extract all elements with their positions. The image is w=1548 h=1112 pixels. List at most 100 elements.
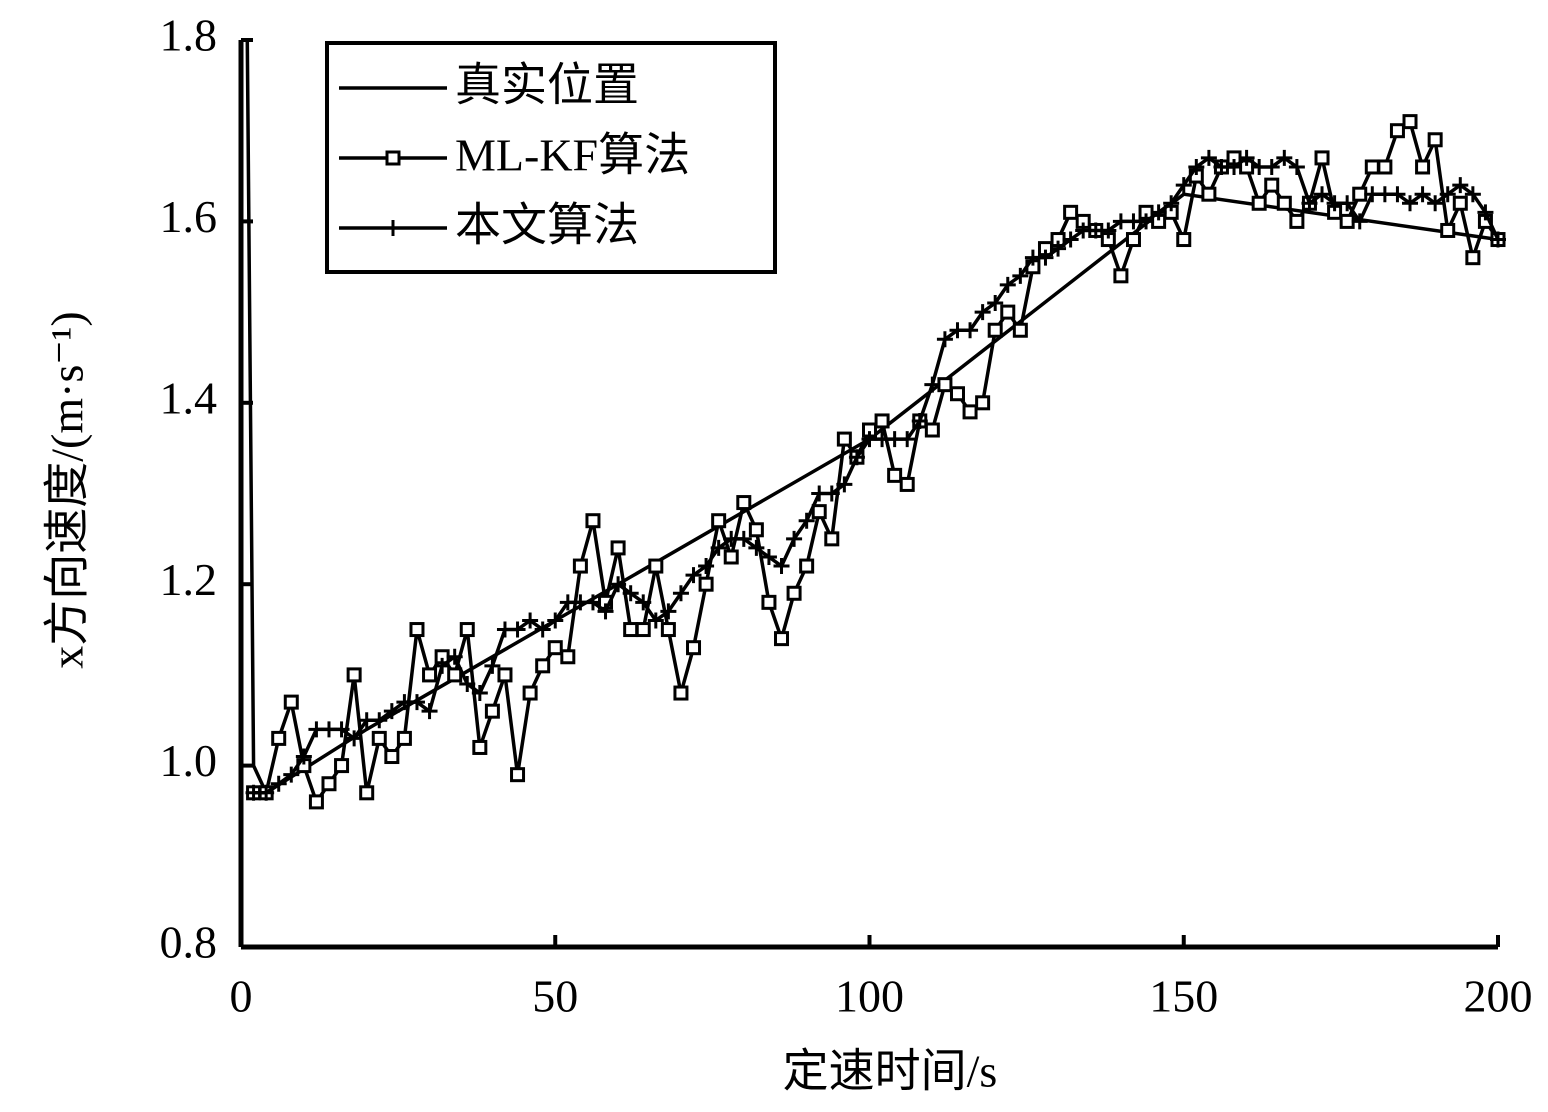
marker [572, 558, 588, 574]
marker [346, 730, 363, 747]
marker [1288, 158, 1305, 175]
marker [371, 730, 387, 746]
marker [848, 449, 865, 466]
marker [333, 721, 350, 738]
marker [1339, 195, 1356, 212]
marker [647, 612, 664, 629]
marker [1276, 149, 1293, 166]
marker [346, 667, 362, 683]
marker [899, 431, 916, 448]
marker [623, 622, 639, 638]
y-tick-label: 1.8 [160, 10, 218, 61]
marker [786, 530, 803, 547]
marker [660, 622, 676, 638]
marker [597, 603, 614, 620]
marker [1188, 158, 1205, 175]
marker [924, 376, 941, 393]
marker [610, 540, 626, 556]
marker [1414, 186, 1431, 203]
marker [1415, 159, 1431, 175]
marker [585, 513, 601, 529]
x-tick-label: 0 [230, 971, 253, 1022]
marker [1364, 159, 1380, 175]
marker [975, 395, 991, 411]
marker [1439, 186, 1456, 203]
marker [999, 276, 1016, 293]
marker [899, 476, 915, 492]
marker [786, 585, 802, 601]
marker [673, 685, 689, 701]
marker [1314, 186, 1331, 203]
marker [1163, 195, 1180, 212]
y-tick-label: 1.6 [160, 191, 218, 242]
marker [1150, 204, 1167, 221]
marker [484, 703, 500, 719]
marker [610, 576, 627, 593]
marker [509, 621, 526, 638]
marker [547, 612, 564, 629]
marker [522, 685, 538, 701]
marker [385, 150, 401, 166]
marker [987, 322, 1003, 338]
marker [1125, 232, 1141, 248]
marker [1490, 231, 1506, 248]
x-tick-label: 100 [835, 971, 904, 1022]
marker [584, 594, 601, 611]
marker [1037, 249, 1054, 266]
marker [271, 730, 287, 746]
y-tick-label: 1.4 [160, 372, 218, 423]
marker [396, 730, 412, 746]
marker [1226, 158, 1243, 175]
marker [522, 612, 539, 629]
marker [622, 585, 639, 602]
marker [799, 558, 815, 574]
marker [949, 386, 965, 402]
marker [1427, 195, 1444, 212]
marker [270, 775, 287, 792]
marker [1264, 177, 1280, 193]
marker [698, 558, 715, 575]
marker [459, 622, 475, 638]
marker [472, 739, 488, 755]
marker [308, 794, 324, 810]
marker [359, 785, 375, 801]
marker [471, 685, 488, 702]
marker [385, 220, 401, 236]
marker [710, 539, 727, 556]
x-tick-label: 150 [1149, 971, 1218, 1022]
marker [723, 549, 739, 565]
marker [635, 594, 652, 611]
marker [811, 504, 827, 520]
marker [874, 413, 890, 429]
marker [422, 667, 438, 683]
marker [735, 530, 752, 547]
marker [371, 712, 388, 729]
marker [447, 667, 463, 683]
marker [1176, 232, 1192, 248]
legend-label: 本文算法 [455, 200, 639, 251]
marker [1314, 150, 1330, 166]
marker [823, 485, 840, 502]
marker [1100, 222, 1117, 239]
marker [484, 657, 501, 674]
marker [672, 585, 689, 602]
marker [987, 295, 1004, 312]
marker [1012, 267, 1029, 284]
marker [1402, 114, 1418, 130]
marker [446, 648, 463, 665]
marker [1351, 213, 1368, 230]
marker [685, 567, 702, 584]
y-axis-title: x方向速度/(m·s⁻¹) [42, 311, 93, 669]
marker [887, 467, 903, 483]
marker [1201, 186, 1217, 202]
marker [1263, 158, 1280, 175]
marker [648, 558, 664, 574]
marker [1050, 240, 1067, 257]
marker [962, 404, 978, 420]
marker [434, 657, 451, 674]
marker [924, 422, 940, 438]
marker [1452, 195, 1468, 211]
marker [1352, 186, 1368, 202]
marker [911, 412, 928, 429]
